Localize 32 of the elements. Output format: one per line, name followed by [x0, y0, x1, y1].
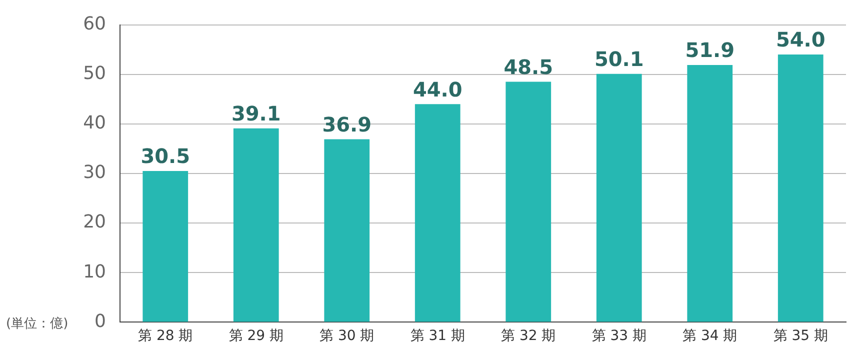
x-tick-label: 第 35 期: [773, 328, 828, 344]
x-tick-label: 第 31 期: [410, 328, 465, 344]
y-tick-label: 50: [83, 63, 106, 84]
bar: [414, 104, 460, 322]
bar: [142, 171, 188, 322]
x-tick-label: 第 33 期: [592, 328, 646, 344]
data-label: 51.9: [685, 38, 735, 62]
x-tick-label: 第 28 期: [138, 328, 193, 344]
y-tick-label: 60: [83, 13, 106, 34]
x-tick-label: 第 34 期: [682, 328, 738, 344]
data-label: 44.0: [412, 77, 462, 102]
data-label: 54.0: [776, 28, 826, 52]
data-label: 30.5: [140, 144, 190, 168]
bar: [506, 82, 552, 322]
y-tick-label: 0: [94, 310, 106, 332]
x-tick-label: 第 29 期: [228, 328, 284, 344]
data-label: 50.1: [594, 47, 644, 72]
y-tick-label: 40: [83, 112, 106, 134]
y-tick-label: 30: [83, 162, 106, 184]
y-tick-label: 10: [83, 261, 106, 282]
text: (単位：億): [6, 316, 68, 332]
bar: [596, 74, 642, 322]
y-tick-label: 20: [83, 212, 106, 233]
x-tick-label: 第 32 期: [501, 328, 556, 344]
data-label: 48.5: [504, 55, 554, 80]
bar: [778, 54, 824, 322]
bar: [233, 128, 279, 322]
bar: [687, 64, 733, 322]
data-label: 39.1: [231, 102, 281, 126]
bar: [324, 139, 370, 322]
data-label: 36.9: [322, 112, 372, 136]
x-tick-label: 第 30 期: [320, 328, 374, 344]
